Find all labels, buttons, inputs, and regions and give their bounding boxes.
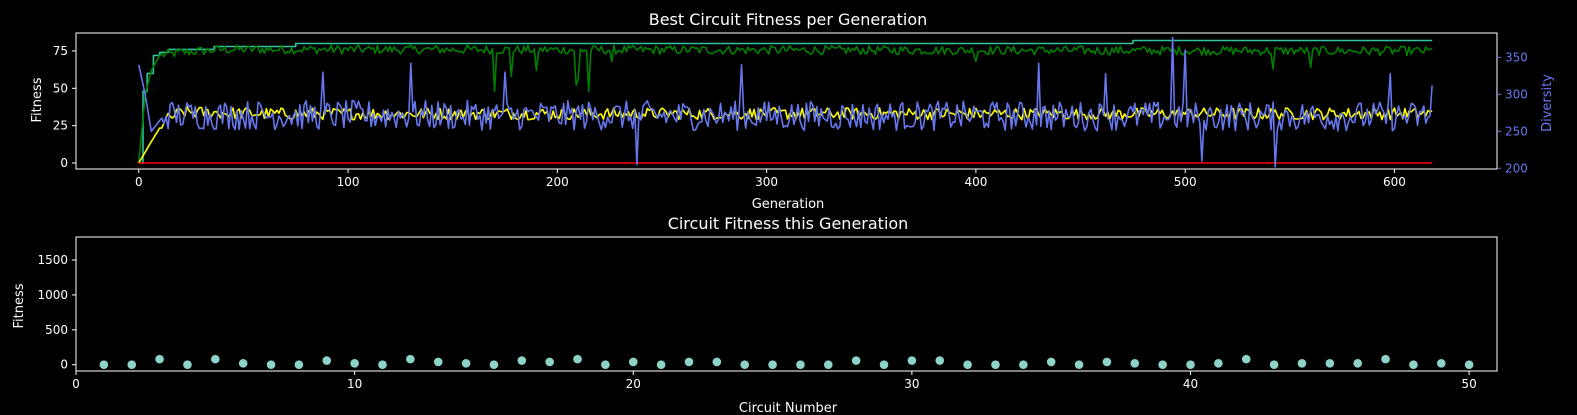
bottom-chart: Circuit Fitness this Generation 0 10 20 30 4…	[12, 214, 1498, 415]
bottom-ytick-label: 1000	[37, 288, 68, 302]
top-chart-y2label: Diversity	[1540, 74, 1555, 132]
scatter-point	[1186, 360, 1195, 370]
scatter-point	[1436, 359, 1446, 368]
scatter-point	[573, 354, 582, 364]
top-chart: Best Circuit Fitness per Generation 0 100…	[30, 10, 1555, 212]
bottom-xtick-label: 40	[1183, 377, 1198, 391]
scatter-point	[1409, 360, 1418, 370]
top-series-line-1	[138, 44, 1433, 164]
scatter-point	[768, 360, 777, 370]
top-chart-frame	[75, 32, 1498, 170]
scatter-point	[378, 360, 387, 370]
bottom-chart-frame	[75, 236, 1498, 372]
scatter-point	[1214, 359, 1223, 368]
scatter-point	[851, 356, 861, 365]
scatter-point	[322, 356, 332, 365]
scatter-point	[1241, 354, 1251, 364]
scatter-point	[1158, 360, 1167, 370]
scatter-point	[656, 360, 666, 370]
top-series-line-4	[138, 36, 1433, 168]
scatter-point	[1353, 359, 1362, 368]
scatter-point	[489, 360, 499, 370]
top-y2tick-label: 350	[1505, 50, 1528, 64]
top-xtick-label: 100	[337, 175, 360, 189]
scatter-point	[823, 360, 833, 370]
bottom-chart-title: Circuit Fitness this Generation	[668, 214, 909, 233]
scatter-point	[155, 354, 164, 364]
scatter-point	[1074, 360, 1084, 370]
top-ytick-label: 25	[53, 119, 68, 133]
top-ytick-label: 50	[53, 81, 68, 95]
scatter-point	[1102, 357, 1112, 367]
scatter-point	[935, 356, 945, 365]
top-y2tick-label: 300	[1505, 87, 1528, 101]
scatter-point	[1325, 359, 1335, 368]
scatter-point	[517, 356, 527, 365]
bottom-xtick-label: 50	[1461, 377, 1476, 391]
scatter-point	[350, 359, 359, 368]
bottom-ytick-label: 1500	[37, 253, 68, 267]
scatter-point	[183, 360, 192, 370]
scatter-point	[712, 357, 722, 367]
scatter-point	[1297, 359, 1307, 368]
top-xtick-label: 0	[135, 175, 143, 189]
scatter-point	[461, 359, 471, 368]
top-xtick-label: 300	[755, 175, 778, 189]
scatter-point	[545, 357, 554, 367]
scatter-point	[1046, 357, 1056, 367]
scatter-point	[266, 360, 276, 370]
scatter-point	[601, 360, 610, 370]
bottom-ytick-label: 500	[45, 323, 68, 337]
bottom-xtick-label: 0	[72, 377, 80, 391]
top-chart-ylabel: Fitness	[30, 77, 45, 122]
bottom-chart-xlabel: Circuit Number	[739, 401, 838, 415]
bottom-xtick-label: 30	[904, 377, 919, 391]
top-xtick-label: 600	[1383, 175, 1406, 189]
scatter-point	[1269, 360, 1279, 370]
scatter-point	[907, 356, 917, 365]
scatter-point	[1019, 360, 1028, 370]
scatter-point	[1381, 354, 1390, 364]
scatter-point	[127, 360, 137, 370]
top-y2tick-label: 200	[1505, 161, 1528, 175]
bottom-xtick-label: 10	[347, 377, 362, 391]
top-xtick-label: 400	[964, 175, 987, 189]
top-series-line-2	[138, 105, 1433, 164]
scatter-point	[963, 360, 972, 370]
scatter-point	[740, 360, 750, 370]
scatter-point	[991, 360, 1000, 370]
scatter-point	[99, 360, 109, 370]
scatter-point	[796, 360, 805, 370]
scatter-point	[211, 354, 220, 364]
top-ytick-label: 0	[60, 156, 68, 170]
scatter-point	[628, 357, 638, 367]
top-ytick-label: 75	[53, 44, 68, 58]
top-chart-xlabel: Generation	[752, 197, 825, 212]
top-xtick-label: 200	[546, 175, 569, 189]
bottom-xtick-label: 20	[626, 377, 641, 391]
top-chart-title: Best Circuit Fitness per Generation	[649, 10, 928, 29]
scatter-point	[879, 360, 889, 370]
bottom-chart-ylabel: Fitness	[12, 283, 27, 328]
scatter-point	[684, 357, 694, 367]
scatter-point	[406, 354, 415, 364]
scatter-point	[433, 357, 443, 367]
bottom-ytick-label: 0	[60, 358, 68, 372]
top-y2tick-label: 250	[1505, 124, 1528, 138]
top-chart-plot-area: 0 100 200 300 400 500 600 0 25 50 75 200 250 300 350	[53, 32, 1528, 189]
scatter-point	[238, 359, 248, 368]
top-xtick-label: 500	[1174, 175, 1197, 189]
scatter-point	[294, 360, 304, 370]
scatter-point	[1130, 359, 1140, 368]
scatter-point	[1464, 360, 1474, 370]
